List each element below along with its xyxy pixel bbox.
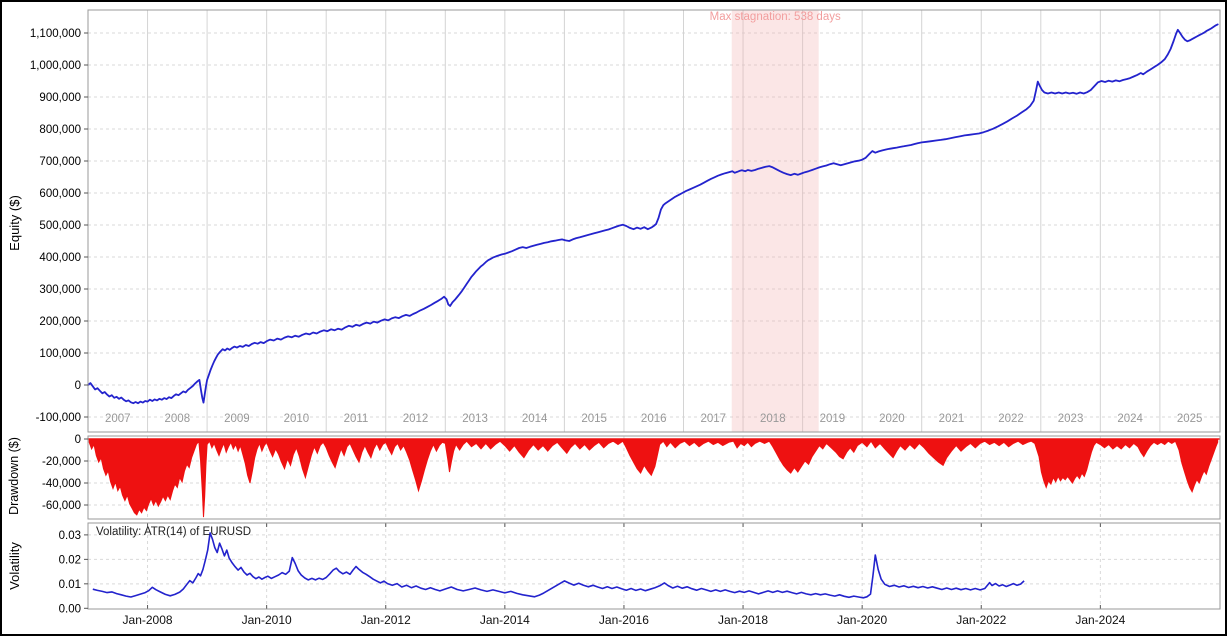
equity-year-label: 2020 bbox=[879, 413, 905, 425]
volatility-x-tick-label: Jan-2022 bbox=[956, 613, 1006, 627]
volatility-x-tick-label: Jan-2018 bbox=[718, 613, 768, 627]
volatility-grid bbox=[88, 523, 1220, 609]
equity-year-label: 2011 bbox=[344, 413, 369, 425]
volatility-line bbox=[92, 532, 1025, 599]
volatility-plot-border bbox=[87, 522, 1221, 610]
equity-y-tick-label: 1,000,000 bbox=[30, 60, 81, 72]
volatility-y-tick-label: 0.01 bbox=[59, 579, 81, 591]
equity-y-tick-label: 0 bbox=[75, 380, 81, 392]
equity-plot-border bbox=[87, 9, 1221, 433]
equity-y-tick-label: 700,000 bbox=[39, 156, 81, 168]
volatility-panel: 0.00 0.01 0.02 0.03 Jan-2008 Jan-2010 Jan-2012… bbox=[59, 522, 1221, 627]
volatility-y-tick-label: 0.02 bbox=[59, 554, 81, 566]
equity-year-label: 2024 bbox=[1117, 413, 1143, 425]
equity-year-label: 2018 bbox=[760, 413, 786, 425]
equity-year-label: 2019 bbox=[820, 413, 846, 425]
equity-y-tick-label: 400,000 bbox=[39, 252, 81, 264]
equity-line bbox=[87, 23, 1219, 405]
equity-year-label: 2008 bbox=[165, 413, 191, 425]
volatility-x-tick-label: Jan-2012 bbox=[361, 613, 411, 627]
equity-year-label: 2010 bbox=[284, 413, 310, 425]
drawdown-panel: 0 -20,000 -40,000 -60,000 bbox=[42, 434, 1221, 520]
equity-panel: 2007 2008 2009 2010 2011 2012 2013 2014 2015 2016… bbox=[30, 9, 1221, 433]
drawdown-area bbox=[88, 438, 1219, 518]
volatility-y-tick-label: 0.00 bbox=[59, 603, 81, 615]
equity-year-label: 2012 bbox=[403, 413, 429, 425]
equity-year-label: 2013 bbox=[462, 413, 488, 425]
drawdown-y-tick-label: 0 bbox=[75, 434, 81, 446]
equity-y-tick-label: 200,000 bbox=[39, 316, 81, 328]
volatility-x-tick-label: Jan-2020 bbox=[837, 613, 887, 627]
equity-year-label: 2015 bbox=[581, 413, 607, 425]
volatility-y-tick-label: 0.03 bbox=[59, 530, 81, 542]
drawdown-y-tick-label: -40,000 bbox=[42, 478, 81, 490]
equity-year-label: 2014 bbox=[522, 413, 548, 425]
volatility-x-tick-label: Jan-2010 bbox=[242, 613, 292, 627]
drawdown-y-tick-label: -20,000 bbox=[42, 456, 81, 468]
equity-year-label: 2009 bbox=[224, 413, 250, 425]
equity-y-tick-label: 800,000 bbox=[39, 124, 81, 136]
equity-y-tick-label: 100,000 bbox=[39, 348, 81, 360]
volatility-x-tick-label: Jan-2024 bbox=[1075, 613, 1125, 627]
equity-year-label: 2007 bbox=[105, 413, 131, 425]
stagnation-band bbox=[731, 10, 819, 432]
equity-y-tick-label: 300,000 bbox=[39, 284, 81, 296]
equity-y-tick-label: 600,000 bbox=[39, 188, 81, 200]
equity-y-tick-label: 900,000 bbox=[39, 92, 81, 104]
equity-y-tick-label: 1,100,000 bbox=[30, 28, 81, 40]
equity-grid bbox=[88, 10, 1220, 432]
equity-year-label: 2023 bbox=[1058, 413, 1084, 425]
volatility-x-tick-label: Jan-2016 bbox=[599, 613, 649, 627]
equity-year-label: 2021 bbox=[939, 413, 965, 425]
volatility-x-tick-label: Jan-2014 bbox=[480, 613, 530, 627]
drawdown-y-tick-label: -60,000 bbox=[42, 500, 81, 512]
equity-y-tick-label: -100,000 bbox=[36, 412, 81, 424]
equity-year-label: 2016 bbox=[641, 413, 667, 425]
drawdown-plot-border bbox=[87, 435, 1221, 520]
volatility-x-tick-label: Jan-2008 bbox=[123, 613, 173, 627]
equity-year-label: 2017 bbox=[700, 413, 726, 425]
equity-year-label: 2022 bbox=[998, 413, 1024, 425]
equity-y-tick-label: 500,000 bbox=[39, 220, 81, 232]
equity-year-label: 2025 bbox=[1177, 413, 1203, 425]
